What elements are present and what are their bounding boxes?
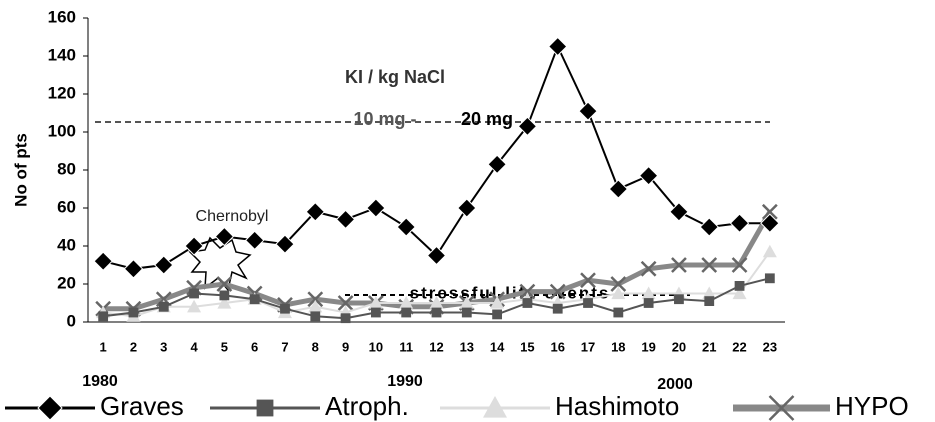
data-point — [644, 298, 654, 308]
data-point — [523, 298, 533, 308]
y-tick-label: 140 — [48, 45, 76, 64]
x-tick-label: 18 — [611, 339, 625, 354]
y-axis-label: No of pts — [11, 133, 30, 207]
data-point — [700, 218, 718, 236]
legend-marker — [38, 396, 62, 420]
data-point — [246, 231, 264, 249]
x-tick-label: 22 — [732, 339, 746, 354]
x-tick-label: 20 — [672, 339, 686, 354]
x-tick-label: 15 — [520, 339, 534, 354]
x-tick-label: 23 — [763, 339, 777, 354]
x-tick-label: 19 — [641, 339, 655, 354]
y-tick-label: 60 — [57, 197, 76, 216]
x-tick-label: 9 — [342, 339, 349, 354]
y-tick-label: 120 — [48, 83, 76, 102]
y-tick-label: 100 — [48, 121, 76, 140]
y-tick-label: 160 — [48, 7, 76, 26]
data-point — [613, 308, 623, 318]
legend-marker — [257, 400, 274, 417]
x-tick-label: 3 — [160, 339, 167, 354]
data-point — [579, 102, 597, 120]
data-point — [553, 304, 563, 314]
legend-label: Atroph. — [325, 391, 409, 421]
annotation: KI / kg NaCl — [345, 67, 445, 87]
y-tick-label: 0 — [67, 311, 76, 330]
legend-label: Graves — [100, 391, 184, 421]
x-tick-label: 5 — [221, 339, 228, 354]
data-point — [129, 308, 139, 318]
data-point — [341, 313, 351, 323]
x-tick-label: 8 — [312, 339, 319, 354]
x-tick-label: 13 — [460, 339, 474, 354]
x-tick-label: 21 — [702, 339, 716, 354]
x-tick-label: 4 — [190, 339, 198, 354]
data-point — [609, 180, 627, 198]
y-tick-label: 20 — [57, 273, 76, 292]
data-point — [219, 291, 229, 301]
data-point — [367, 199, 385, 217]
data-point — [763, 245, 777, 258]
data-point — [462, 308, 472, 318]
data-point — [159, 302, 169, 312]
annotation: 10 mg - — [353, 109, 416, 129]
x-tick-label: 10 — [369, 339, 383, 354]
data-point — [280, 304, 290, 314]
data-point — [458, 199, 476, 217]
data-point — [735, 281, 745, 291]
annotation: Chernobyl — [196, 208, 269, 225]
y-tick-label: 40 — [57, 235, 76, 254]
data-point — [731, 214, 749, 232]
data-point — [432, 308, 442, 318]
data-point — [492, 310, 502, 320]
x-tick-label: 17 — [581, 339, 595, 354]
year-label: 1990 — [387, 373, 423, 390]
data-point — [583, 298, 593, 308]
data-point — [124, 260, 142, 278]
legend-label: HYPO — [835, 391, 909, 421]
year-label: 1980 — [82, 373, 118, 390]
x-tick-label: 1 — [100, 339, 107, 354]
legend-label: Hashimoto — [555, 391, 679, 421]
x-tick-label: 16 — [550, 339, 564, 354]
data-point — [371, 308, 381, 318]
data-point — [401, 308, 411, 318]
data-point — [98, 311, 108, 321]
data-point — [704, 296, 714, 306]
data-point — [549, 38, 567, 56]
data-point — [250, 294, 260, 304]
x-tick-label: 6 — [251, 339, 258, 354]
chart: No of pts KI / kg NaCl 10 mg - 20 mg Che… — [0, 0, 935, 422]
data-point — [94, 252, 112, 270]
y-tick-label: 80 — [57, 159, 76, 178]
x-tick-label: 14 — [490, 339, 505, 354]
data-point — [155, 256, 173, 274]
data-point — [674, 294, 684, 304]
x-tick-label: 7 — [281, 339, 288, 354]
data-point — [189, 289, 199, 299]
data-point — [310, 311, 320, 321]
x-tick-label: 11 — [399, 339, 413, 354]
annotation: 20 mg — [461, 109, 513, 129]
data-point — [337, 210, 355, 228]
data-point — [765, 273, 775, 283]
x-tick-label: 12 — [429, 339, 443, 354]
x-tick-label: 2 — [130, 339, 137, 354]
